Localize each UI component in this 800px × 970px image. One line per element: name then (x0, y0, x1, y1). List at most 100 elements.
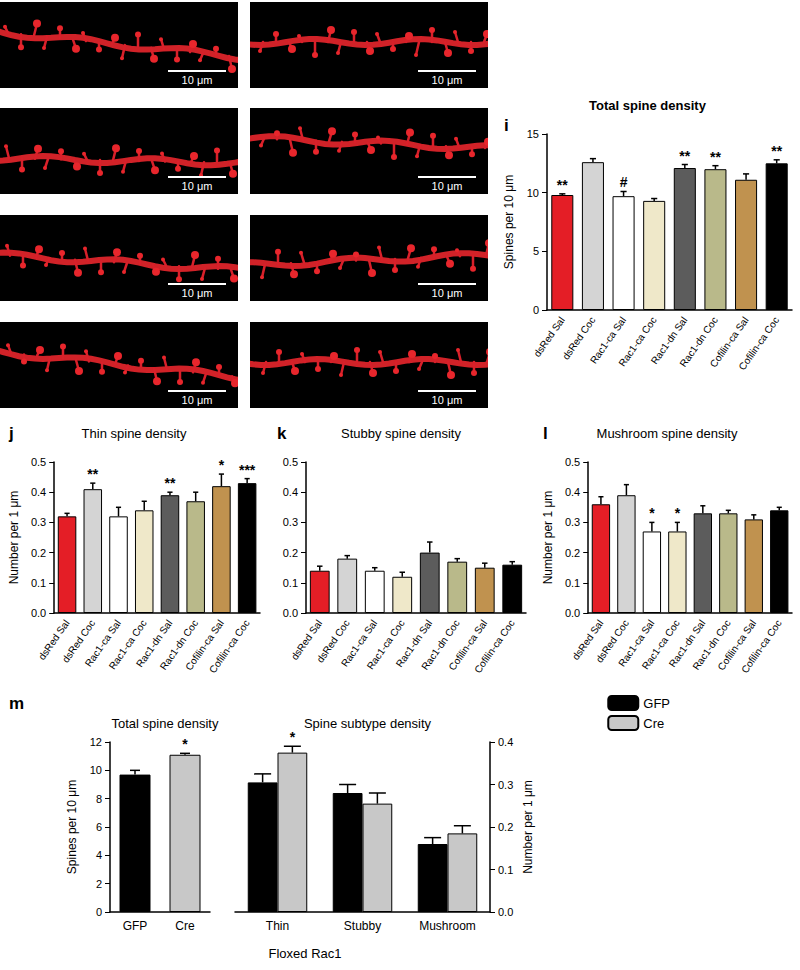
svg-text:Rac1-dn Sal: Rac1-dn Sal (666, 617, 708, 670)
svg-text:0.1: 0.1 (498, 864, 513, 876)
svg-text:10: 10 (527, 187, 539, 199)
svg-text:Cre: Cre (643, 716, 664, 731)
svg-text:0.4: 0.4 (31, 486, 46, 498)
svg-text:0.1: 0.1 (283, 577, 298, 589)
svg-text:10 μm: 10 μm (432, 287, 463, 299)
svg-text:Rac1-dn Coc: Rac1-dn Coc (419, 617, 462, 672)
svg-text:0.0: 0.0 (498, 906, 513, 918)
svg-text:10 μm: 10 μm (432, 74, 463, 86)
svg-text:Cofilin-ca Sal: Cofilin-ca Sal (715, 617, 759, 673)
svg-text:0.3: 0.3 (31, 516, 46, 528)
svg-text:0.4: 0.4 (283, 486, 298, 498)
svg-text:*: * (675, 505, 681, 521)
svg-text:0.4: 0.4 (565, 486, 580, 498)
svg-text:15: 15 (527, 128, 539, 140)
svg-text:Rac1-dn Coc: Rac1-dn Coc (157, 617, 201, 672)
svg-text:m: m (9, 694, 24, 713)
svg-text:0.5: 0.5 (31, 456, 46, 468)
svg-text:Rac1-dn Coc: Rac1-dn Coc (677, 314, 720, 369)
svg-text:***: *** (239, 462, 256, 478)
svg-text:Rac1-ca Coc: Rac1-ca Coc (616, 314, 659, 369)
svg-text:0: 0 (96, 906, 102, 918)
svg-text:12: 12 (90, 736, 102, 748)
svg-text:Total spine density: Total spine density (112, 716, 219, 731)
svg-text:0.5: 0.5 (565, 456, 580, 468)
svg-text:GFP: GFP (123, 919, 148, 933)
svg-text:0.3: 0.3 (498, 779, 513, 791)
svg-text:0.2: 0.2 (498, 821, 513, 833)
svg-text:Thin: Thin (266, 919, 289, 933)
svg-text:k: k (277, 424, 287, 443)
svg-text:0.0: 0.0 (565, 607, 580, 619)
svg-text:10 μm: 10 μm (182, 287, 213, 299)
svg-text:Total spine density: Total spine density (589, 98, 707, 113)
svg-text:6: 6 (96, 821, 102, 833)
svg-text:Rac1-ca Coc: Rac1-ca Coc (106, 617, 149, 672)
svg-text:Mushroom spine density: Mushroom spine density (597, 426, 738, 441)
svg-text:0.2: 0.2 (31, 547, 46, 559)
svg-text:0: 0 (533, 304, 539, 316)
svg-text:Number per 1 μm: Number per 1 μm (521, 780, 535, 874)
svg-text:i: i (504, 116, 509, 135)
svg-text:10 μm: 10 μm (182, 394, 213, 406)
svg-text:Rac1-dn Sal: Rac1-dn Sal (648, 314, 690, 367)
svg-text:Rac1-dn Sal: Rac1-dn Sal (393, 617, 435, 670)
svg-text:0.4: 0.4 (498, 736, 513, 748)
svg-text:Number per 1 μm: Number per 1 μm (541, 491, 555, 585)
svg-text:Stubby: Stubby (344, 919, 381, 933)
svg-text:Rac1-dn Coc: Rac1-dn Coc (690, 617, 733, 672)
svg-text:Stubby spine density: Stubby spine density (341, 426, 461, 441)
svg-text:Rac1-dn Sal: Rac1-dn Sal (133, 617, 175, 670)
svg-text:Cofilin-ca Coc: Cofilin-ca Coc (207, 618, 252, 675)
svg-text:**: ** (710, 149, 721, 165)
svg-text:8: 8 (96, 793, 102, 805)
svg-text:Cofilin-ca Sal: Cofilin-ca Sal (446, 617, 490, 673)
svg-text:0.3: 0.3 (565, 516, 580, 528)
svg-text:0.2: 0.2 (565, 547, 580, 559)
svg-text:10: 10 (90, 764, 102, 776)
svg-text:Floxed Rac1: Floxed Rac1 (269, 946, 342, 961)
svg-text:10 μm: 10 μm (182, 74, 213, 86)
svg-text:Rac1-ca Coc: Rac1-ca Coc (364, 617, 407, 672)
svg-text:*: * (290, 729, 296, 745)
svg-text:Cofilin-ca Coc: Cofilin-ca Coc (472, 618, 517, 675)
svg-text:0.0: 0.0 (283, 607, 298, 619)
svg-text:10 μm: 10 μm (432, 180, 463, 192)
svg-text:Spine subtype density: Spine subtype density (304, 716, 432, 731)
svg-text:0.2: 0.2 (283, 547, 298, 559)
svg-text:0.3: 0.3 (283, 516, 298, 528)
svg-text:GFP: GFP (643, 696, 670, 711)
svg-text:*: * (649, 505, 655, 521)
svg-text:10 μm: 10 μm (182, 180, 213, 192)
svg-text:Rac1-ca Coc: Rac1-ca Coc (639, 617, 682, 672)
svg-text:5: 5 (533, 245, 539, 257)
svg-text:2: 2 (96, 878, 102, 890)
svg-text:Mushroom: Mushroom (419, 919, 476, 933)
svg-text:Spines per 10 μm: Spines per 10 μm (65, 780, 79, 874)
svg-text:0.1: 0.1 (31, 577, 46, 589)
svg-text:Cofilin-ca Coc: Cofilin-ca Coc (739, 618, 784, 675)
svg-text:j: j (8, 424, 14, 443)
svg-text:**: ** (557, 177, 568, 193)
svg-text:Cofilin-ca Coc: Cofilin-ca Coc (736, 315, 781, 372)
svg-text:Spines per 10 μm: Spines per 10 μm (502, 175, 516, 269)
svg-text:Rac1-ca Sal: Rac1-ca Sal (587, 314, 629, 366)
svg-text:**: ** (87, 466, 98, 482)
svg-text:Number per 1 μm: Number per 1 μm (7, 491, 21, 585)
svg-text:*: * (219, 457, 225, 473)
svg-text:#: # (620, 174, 628, 190)
svg-text:4: 4 (96, 849, 102, 861)
svg-text:Cofilin-ca Sal: Cofilin-ca Sal (183, 617, 226, 673)
svg-text:**: ** (771, 143, 782, 159)
svg-text:*: * (182, 736, 188, 752)
svg-text:**: ** (679, 148, 690, 164)
svg-text:l: l (543, 424, 548, 443)
svg-text:0.5: 0.5 (283, 456, 298, 468)
svg-text:Cofilin-ca Sal: Cofilin-ca Sal (707, 314, 751, 370)
svg-text:**: ** (165, 475, 176, 491)
svg-text:Thin spine density: Thin spine density (82, 426, 187, 441)
svg-text:Cre: Cre (175, 919, 195, 933)
svg-text:0.1: 0.1 (565, 577, 580, 589)
svg-text:10 μm: 10 μm (432, 394, 463, 406)
svg-text:0.0: 0.0 (31, 607, 46, 619)
